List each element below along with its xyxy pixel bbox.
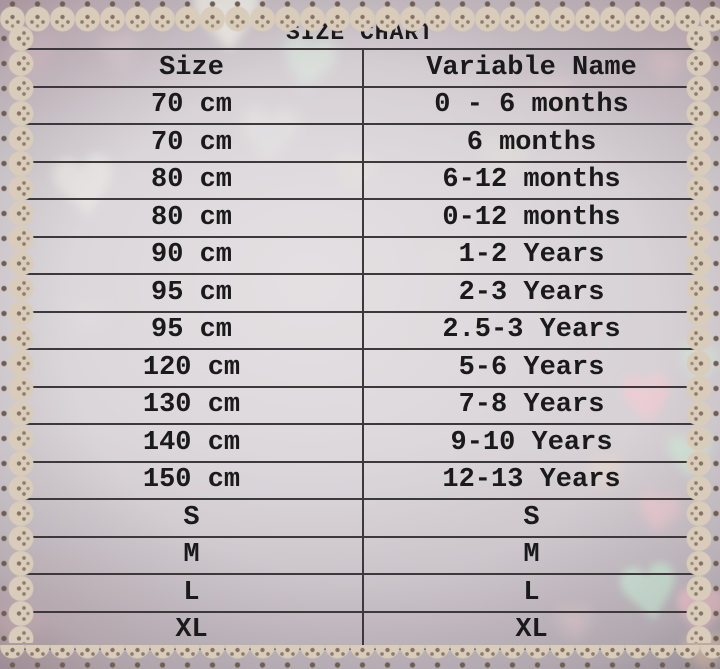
- variable-name-cell: 0 - 6 months: [434, 90, 629, 121]
- table-title: SIZE CHART: [21, 20, 699, 50]
- variable-name-cell: L: [523, 577, 540, 608]
- size-cell: 140 cm: [21, 425, 365, 461]
- variable-name-cell: 9-10 Years: [450, 427, 613, 458]
- size-cell: S: [21, 500, 365, 536]
- size-chart-table: SIZE CHART Size Variable Name 70 cm 0 - …: [21, 20, 699, 650]
- size-cell: 120 cm: [21, 350, 365, 386]
- variable-name-cell: 6 months: [466, 127, 597, 158]
- table-row: L L: [21, 575, 699, 613]
- variable-name-cell: XL: [515, 615, 548, 646]
- variable-name-cell: 0-12 months: [442, 202, 621, 233]
- table-row: 80 cm 0-12 months: [21, 200, 699, 238]
- size-cell: 80 cm: [21, 200, 365, 236]
- column-header-variable-name: Variable Name: [426, 52, 637, 83]
- size-cell: 130 cm: [21, 387, 365, 423]
- variable-name-cell: 1-2 Years: [458, 240, 605, 271]
- variable-name-cell: 12-13 Years: [442, 465, 621, 496]
- size-cell: L: [21, 575, 365, 611]
- size-cell: 95 cm: [21, 312, 365, 348]
- size-cell: 70 cm: [21, 87, 365, 123]
- variable-name-cell: 5-6 Years: [458, 352, 605, 383]
- table-row: S S: [21, 500, 699, 538]
- variable-name-cell: 2.5-3 Years: [442, 315, 621, 346]
- size-cell: 150 cm: [21, 462, 365, 498]
- table-row: 80 cm 6-12 months: [21, 162, 699, 200]
- table-row: 70 cm 6 months: [21, 125, 699, 163]
- table-row: 95 cm 2-3 Years: [21, 275, 699, 313]
- column-header-size: Size: [21, 50, 365, 86]
- table-row: 140 cm 9-10 Years: [21, 425, 699, 463]
- size-cell: XL: [21, 612, 365, 648]
- table-row: 95 cm 2.5-3 Years: [21, 312, 699, 350]
- variable-name-cell: S: [523, 502, 540, 533]
- variable-name-cell: 2-3 Years: [458, 277, 605, 308]
- table-row: 150 cm 12-13 Years: [21, 462, 699, 500]
- size-cell: 80 cm: [21, 162, 365, 198]
- table-row: 90 cm 1-2 Years: [21, 237, 699, 275]
- size-cell: 95 cm: [21, 275, 365, 311]
- variable-name-cell: M: [523, 540, 540, 571]
- size-cell: 90 cm: [21, 237, 365, 273]
- size-cell: 70 cm: [21, 125, 365, 161]
- table-row: 70 cm 0 - 6 months: [21, 87, 699, 125]
- table-row: 120 cm 5-6 Years: [21, 350, 699, 388]
- table-row: M M: [21, 537, 699, 575]
- table-row: 130 cm 7-8 Years: [21, 387, 699, 425]
- table-header-row: Size Variable Name: [21, 50, 699, 88]
- variable-name-cell: 7-8 Years: [458, 390, 605, 421]
- size-cell: M: [21, 537, 365, 573]
- variable-name-cell: 6-12 months: [442, 165, 621, 196]
- table-row: XL XL: [21, 612, 699, 650]
